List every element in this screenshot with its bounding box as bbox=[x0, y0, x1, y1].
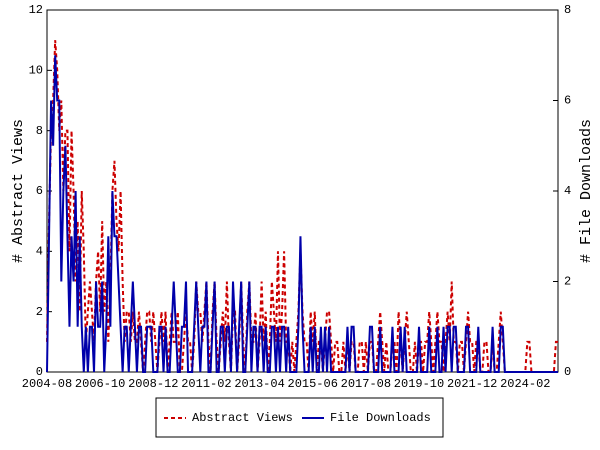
y-tick-label: 12 bbox=[29, 3, 43, 17]
x-tick-label: 2019-10 bbox=[394, 377, 444, 391]
legend-box bbox=[155, 397, 444, 438]
y2-tick-label: 0 bbox=[564, 365, 571, 379]
x-tick-label: 2013-04 bbox=[234, 377, 284, 391]
y2-tick-label: 4 bbox=[564, 184, 571, 198]
x-tick-label: 2008-12 bbox=[128, 377, 178, 391]
y-tick-label: 0 bbox=[36, 365, 43, 379]
x-tick-label: 2011-02 bbox=[181, 377, 231, 391]
y2-tick-label: 8 bbox=[564, 3, 571, 17]
y-tick-label: 10 bbox=[29, 64, 43, 78]
x-tick-label: 2021-12 bbox=[447, 377, 497, 391]
legend-label: File Downloads bbox=[330, 411, 431, 425]
y-tick-label: 4 bbox=[36, 245, 43, 259]
y-axis-title: # Abstract Views bbox=[10, 119, 27, 263]
series-line bbox=[46, 55, 558, 373]
legend-label: Abstract Views bbox=[192, 411, 293, 425]
y2-tick-label: 6 bbox=[564, 94, 571, 108]
x-tick-label: 2024-02 bbox=[500, 377, 550, 391]
y-tick-label: 8 bbox=[36, 124, 43, 138]
y-tick-label: 6 bbox=[36, 184, 43, 198]
y2-axis-title: # File Downloads bbox=[578, 119, 595, 263]
x-tick-label: 2015-06 bbox=[288, 377, 338, 391]
x-tick-label: 2004-08 bbox=[22, 377, 72, 391]
x-tick-label: 2017-08 bbox=[341, 377, 391, 391]
y2-tick-label: 2 bbox=[564, 275, 571, 289]
x-tick-label: 2006-10 bbox=[75, 377, 125, 391]
y-tick-label: 2 bbox=[36, 305, 43, 319]
